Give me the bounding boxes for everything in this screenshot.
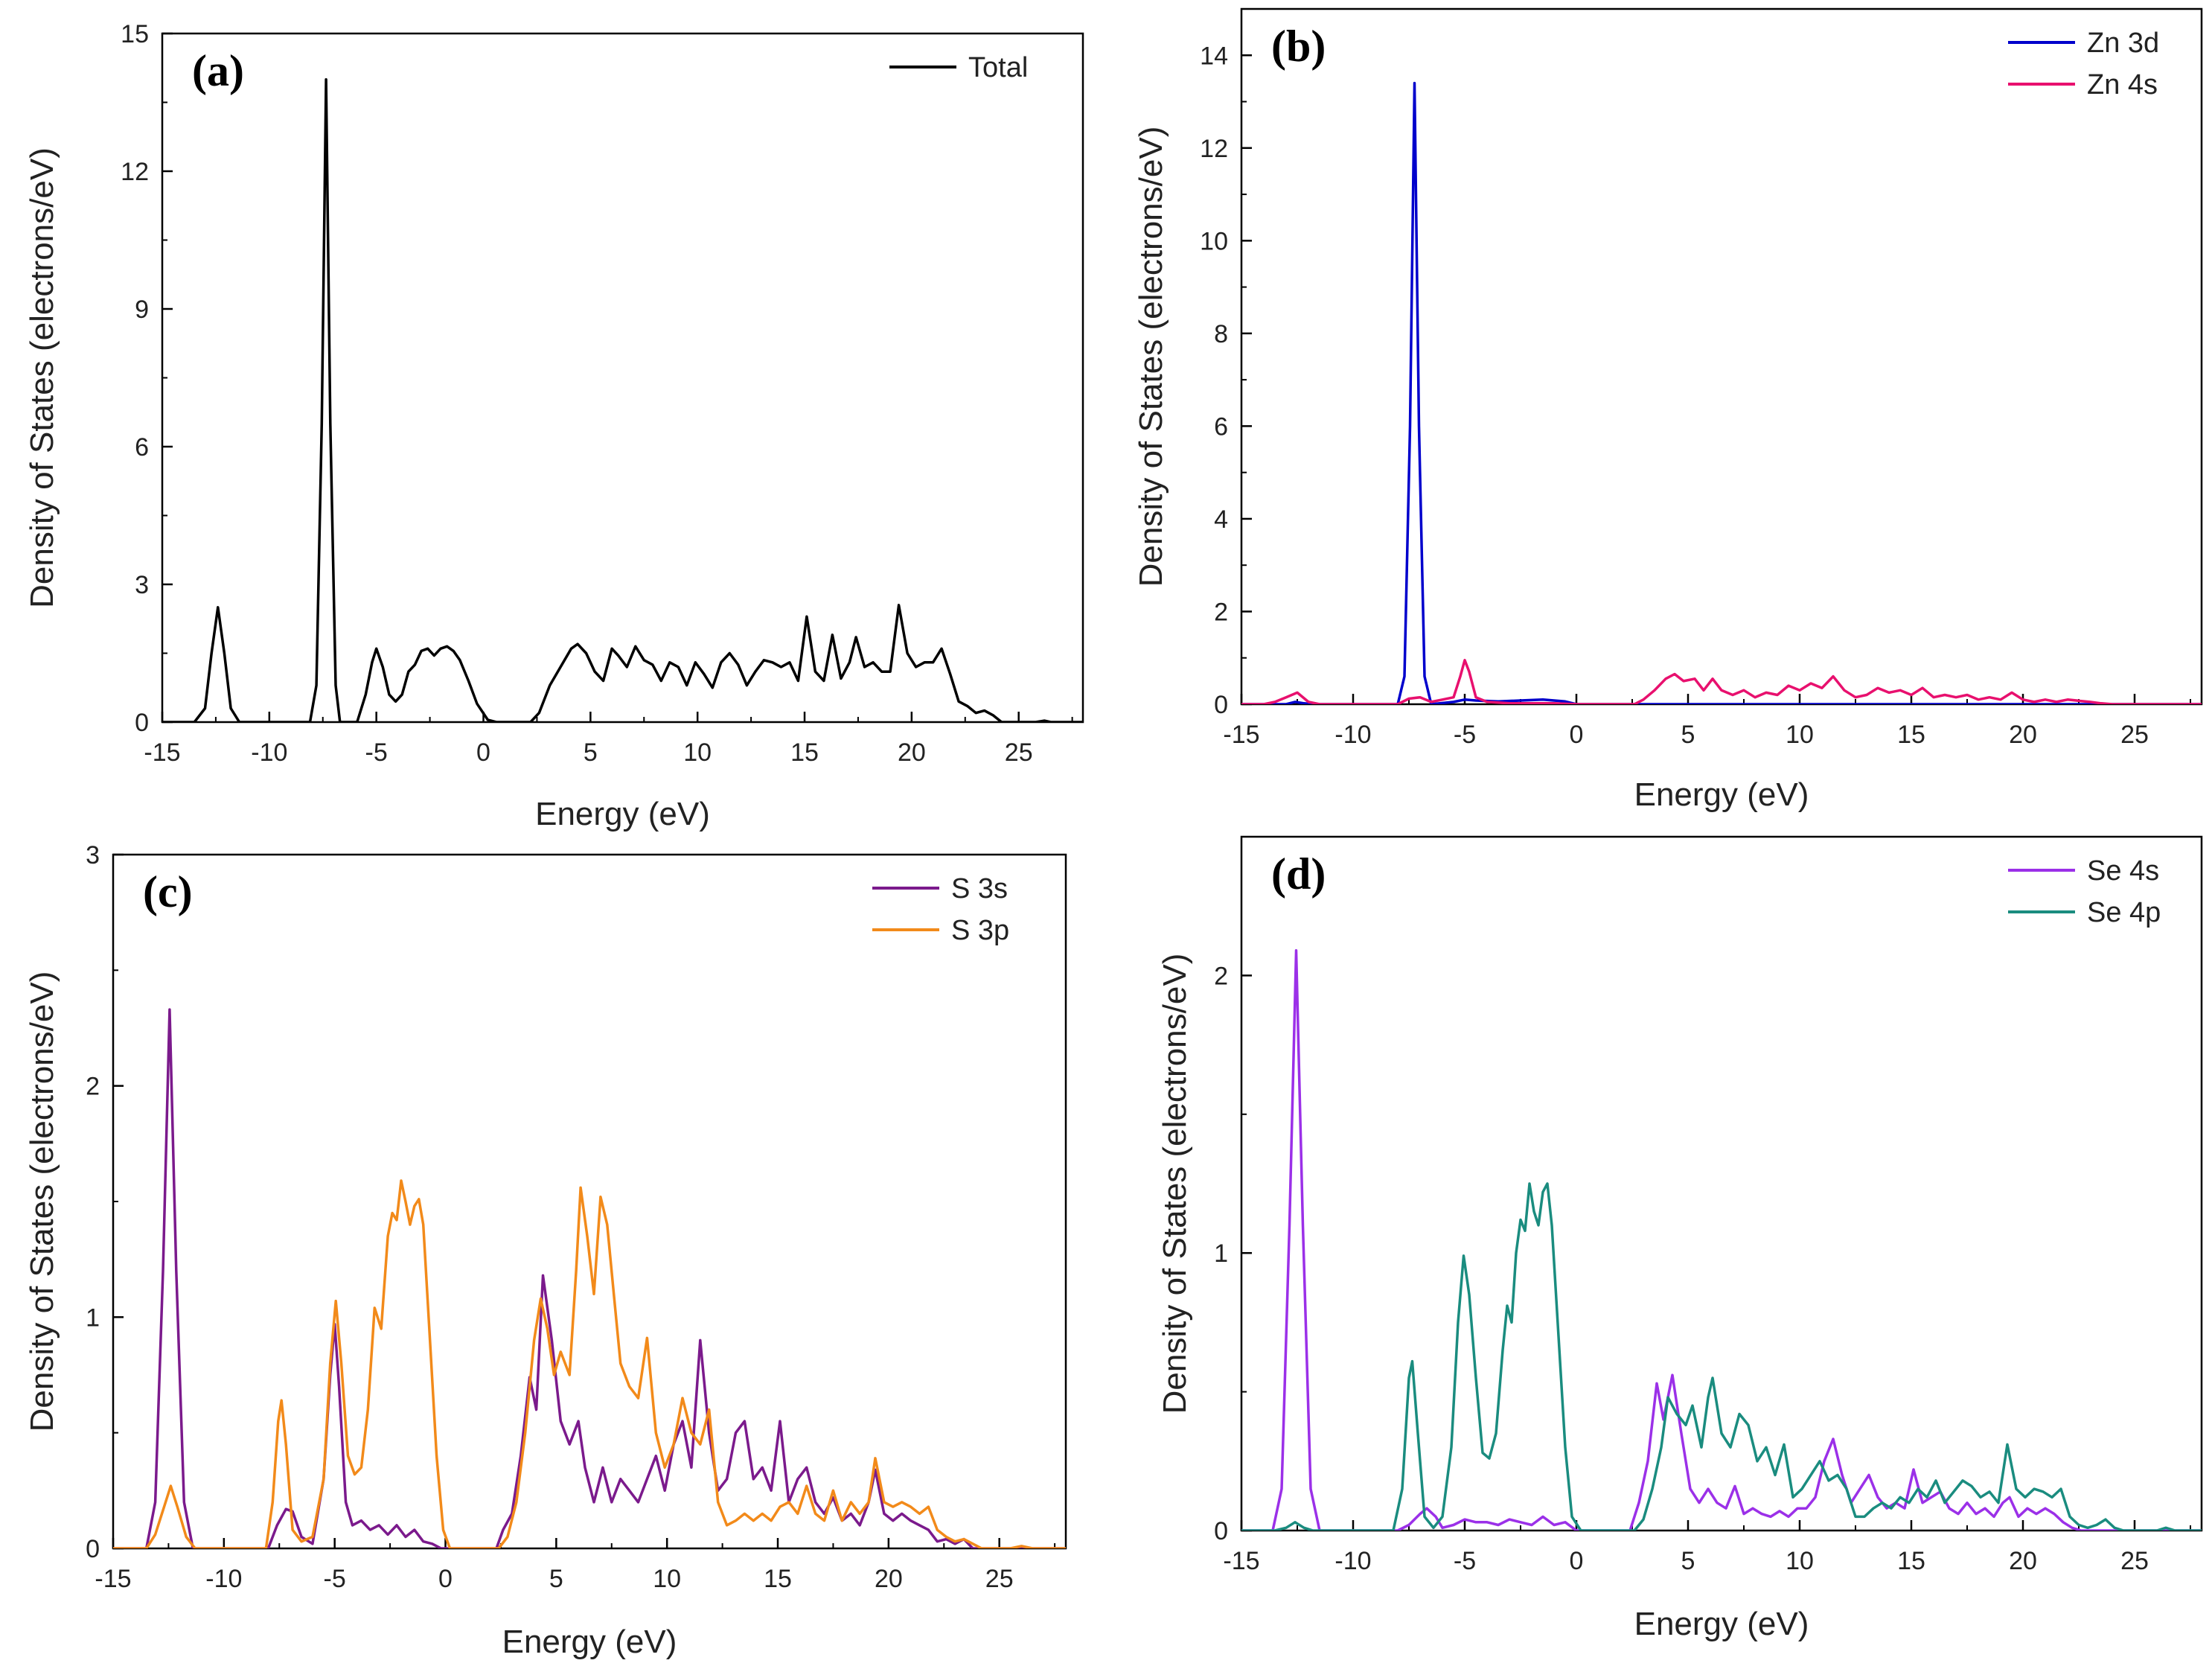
series-line-s-3p xyxy=(113,1179,1066,1548)
x-axis-title: Energy (eV) xyxy=(1634,1606,1809,1642)
series-line-zn-3d xyxy=(1241,81,2202,704)
x-tick-label: -10 xyxy=(251,738,287,767)
x-tick-label: 15 xyxy=(790,738,819,767)
series-line-se-4s xyxy=(1241,949,2202,1531)
x-tick-label: 25 xyxy=(1005,738,1033,767)
x-tick-label: 25 xyxy=(985,1565,1014,1593)
y-tick-label: 4 xyxy=(1214,505,1228,534)
x-tick-label: 20 xyxy=(898,738,926,767)
legend-label: Total xyxy=(968,52,1028,83)
plot-frame xyxy=(161,32,1084,724)
panel-label: (b) xyxy=(1271,22,1326,71)
y-tick-label: 1 xyxy=(86,1303,100,1332)
series-line-total xyxy=(162,77,1083,722)
panel-b: -15 -10 -5 0 5 10 15 20 25 0 2 4 6 8 10 12 14 Energy (eV)… xyxy=(1133,7,2203,813)
y-tick-label: 10 xyxy=(1200,227,1228,255)
x-tick-label: 10 xyxy=(1786,1547,1814,1575)
y-tick-label: 8 xyxy=(1214,320,1228,348)
x-tick-label: 0 xyxy=(438,1565,453,1593)
legend: Se 4s Se 4p xyxy=(2008,855,2161,928)
x-tick-label: -10 xyxy=(1334,1547,1371,1575)
x-tick-label: 5 xyxy=(549,1565,563,1593)
y-axis-title: Density of States (electrons/eV) xyxy=(24,971,60,1432)
x-tick-label: 10 xyxy=(653,1565,681,1593)
panel-a: -15 -10 -5 0 5 10 15 20 25 0 3 6 9 12 15 Energy (eV) Den… xyxy=(24,20,1084,832)
y-tick-label: 0 xyxy=(135,709,149,737)
y-tick-label: 0 xyxy=(1214,1517,1228,1545)
x-tick-label: 0 xyxy=(1570,721,1584,749)
y-tick-label: 3 xyxy=(86,841,100,869)
x-tick-label: 20 xyxy=(2009,1547,2037,1575)
y-tick-label: 14 xyxy=(1200,42,1228,70)
legend: Zn 3d Zn 4s xyxy=(2008,28,2159,100)
legend-label: Se 4s xyxy=(2087,855,2159,887)
x-tick-label: 0 xyxy=(476,738,490,767)
x-tick-label: 20 xyxy=(2009,721,2037,749)
x-tick-label: -15 xyxy=(95,1565,131,1593)
x-tick-label: 0 xyxy=(1570,1547,1584,1575)
legend: Total xyxy=(889,52,1028,83)
x-axis-title: Energy (eV) xyxy=(1634,776,1809,813)
y-tick-label: 12 xyxy=(121,158,149,186)
x-tick-label: -10 xyxy=(1334,721,1371,749)
y-tick-label: 15 xyxy=(121,20,149,48)
y-tick-label: 9 xyxy=(135,296,149,324)
y-tick-label: 6 xyxy=(1214,412,1228,441)
series-line-se-4p xyxy=(1241,1182,2202,1531)
y-tick-label: 1 xyxy=(1214,1239,1228,1268)
series-line-s-3s xyxy=(113,1008,1066,1548)
panel-label: (c) xyxy=(143,867,193,916)
legend-label: S 3s xyxy=(951,873,1008,904)
legend-label: Se 4p xyxy=(2087,897,2161,928)
legend-label: Zn 3d xyxy=(2087,28,2159,59)
x-tick-label: 5 xyxy=(1681,1547,1695,1575)
x-tick-label: 25 xyxy=(2120,1547,2149,1575)
y-tick-label: 3 xyxy=(135,571,149,599)
x-tick-label: 5 xyxy=(584,738,598,767)
x-tick-label: 15 xyxy=(764,1565,792,1593)
x-tick-label: 10 xyxy=(1786,721,1814,749)
x-tick-label: 15 xyxy=(1897,1547,1925,1575)
x-tick-label: 5 xyxy=(1681,721,1695,749)
x-tick-label: -15 xyxy=(144,738,180,767)
panel-label: (a) xyxy=(192,46,244,95)
y-tick-label: 2 xyxy=(1214,962,1228,990)
series-line-zn-4s xyxy=(1241,659,2202,704)
x-tick-label: 25 xyxy=(2120,721,2149,749)
x-tick-label: -10 xyxy=(205,1565,242,1593)
plot-frame xyxy=(1240,7,2203,706)
y-tick-label: 2 xyxy=(86,1073,100,1101)
y-tick-label: 0 xyxy=(86,1535,100,1563)
panel-c: -15 -10 -5 0 5 10 15 20 25 0 1 2 3 Energy (eV) Density… xyxy=(24,841,1067,1660)
plot-frame xyxy=(1240,835,2203,1532)
legend: S 3s S 3p xyxy=(872,873,1009,946)
legend-label: S 3p xyxy=(951,915,1009,946)
y-tick-label: 6 xyxy=(135,433,149,462)
y-tick-label: 2 xyxy=(1214,598,1228,626)
panel-label: (d) xyxy=(1271,849,1326,899)
x-tick-label: 20 xyxy=(875,1565,903,1593)
plot-frame xyxy=(112,853,1067,1550)
panel-d: -15 -10 -5 0 5 10 15 20 25 0 1 2 Energy (eV) Density … xyxy=(1157,835,2203,1642)
x-tick-label: -5 xyxy=(365,738,388,767)
y-axis-title: Density of States (electrons/eV) xyxy=(1157,954,1193,1414)
y-tick-label: 12 xyxy=(1200,135,1228,163)
x-axis-title: Energy (eV) xyxy=(502,1624,677,1660)
legend-label: Zn 4s xyxy=(2087,69,2158,100)
y-axis-title: Density of States (electrons/eV) xyxy=(24,147,60,608)
x-tick-label: 10 xyxy=(683,738,712,767)
x-tick-label: 15 xyxy=(1897,721,1925,749)
y-axis-title: Density of States (electrons/eV) xyxy=(1133,127,1169,587)
x-tick-label: -5 xyxy=(324,1565,346,1593)
x-tick-label: -15 xyxy=(1223,1547,1259,1575)
x-tick-label: -15 xyxy=(1223,721,1259,749)
y-tick-label: 0 xyxy=(1214,691,1228,719)
x-tick-label: -5 xyxy=(1454,1547,1476,1575)
x-axis-title: Energy (eV) xyxy=(535,796,710,832)
x-tick-label: -5 xyxy=(1454,721,1476,749)
